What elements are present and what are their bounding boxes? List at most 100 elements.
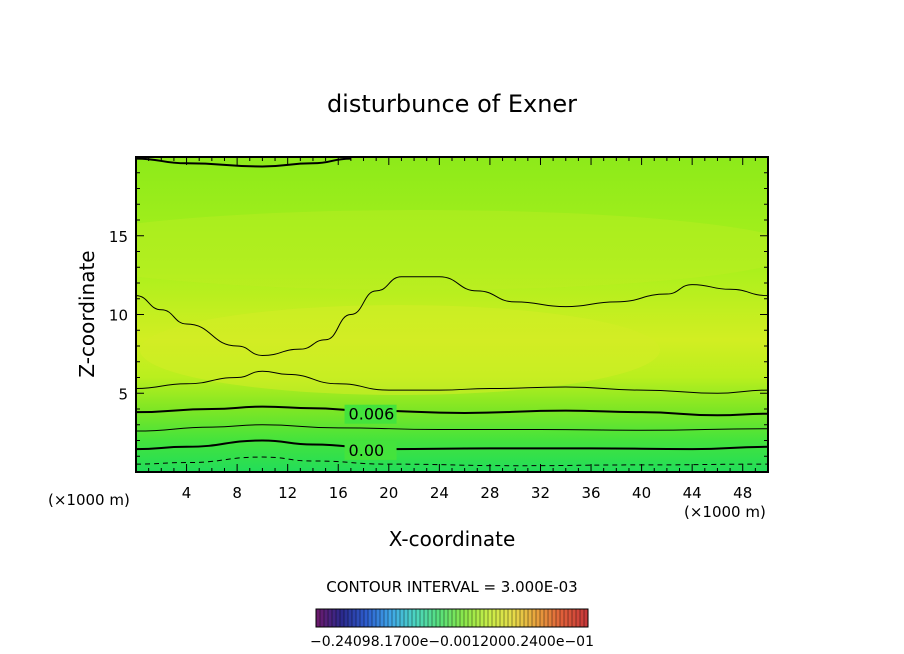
colorbar-cell (348, 609, 352, 627)
colorbar-cell (500, 609, 504, 627)
colorbar-cell (376, 609, 380, 627)
x-axis-label: X-coordinate (389, 527, 516, 551)
contour-line (136, 370, 768, 394)
colorbar-cell (316, 609, 320, 627)
colorbar-cell (540, 609, 544, 627)
y-axis-label: Z-coordinate (75, 250, 99, 377)
colorbar-cell (572, 609, 576, 627)
colorbar-cell (468, 609, 472, 627)
colorbar-cell (408, 609, 412, 627)
colorbar-cell (404, 609, 408, 627)
x-tick-label: 48 (733, 484, 752, 502)
colorbar-cell (452, 609, 456, 627)
contour-line (136, 439, 768, 451)
colorbar-cell (472, 609, 476, 627)
colorbar-cell (552, 609, 556, 627)
colorbar-cell (456, 609, 460, 627)
colorbar-cell (544, 609, 548, 627)
colorbar-cell (560, 609, 564, 627)
colorbar-cell (356, 609, 360, 627)
colorbar-cell (332, 609, 336, 627)
colorbar-cell (448, 609, 452, 627)
x-tick-label: 36 (581, 484, 600, 502)
colorbar-cell (372, 609, 376, 627)
colorbar-cell (504, 609, 508, 627)
colorbar-cell (580, 609, 584, 627)
colorbar-cell (416, 609, 420, 627)
colorbar-cell (532, 609, 536, 627)
x-tick-label: 20 (379, 484, 398, 502)
colorbar-cell (396, 609, 400, 627)
colorbar-cell (344, 609, 348, 627)
y-tick-label: 5 (118, 385, 128, 403)
contour-label-bg (344, 404, 397, 424)
contour-line (136, 424, 768, 432)
x-tick-label: 4 (182, 484, 192, 502)
x-axis-ticks: 4 8 12 16 20 24 28 32 36 40 44 48 (148, 157, 756, 502)
x-tick-label: 28 (480, 484, 499, 502)
contour-interval: CONTOUR INTERVAL = 3.000E-03 (326, 578, 577, 596)
colorbar-cell (484, 609, 488, 627)
colorbar-cell (364, 609, 368, 627)
colorbar-cell (440, 609, 444, 627)
contour-line (136, 405, 768, 417)
x-tick-label: 16 (329, 484, 348, 502)
colorbar-cell (400, 609, 404, 627)
colorbar-cell (480, 609, 484, 627)
contour-label: 0.006 (349, 405, 395, 424)
colorbar-cell (512, 609, 516, 627)
colorbar-cell (360, 609, 364, 627)
x-tick-label: 8 (232, 484, 242, 502)
x-tick-label: 12 (278, 484, 297, 502)
colorbar-cell (524, 609, 528, 627)
colorbar-cell (420, 609, 424, 627)
colorbar-cell (412, 609, 416, 627)
x-axis-unit-left: (×1000 m) (48, 491, 130, 509)
y-tick-label: 15 (109, 228, 128, 246)
colorbar-cell (388, 609, 392, 627)
field-band-upper (136, 210, 768, 290)
colorbar-cell (336, 609, 340, 627)
colorbar-cell (516, 609, 520, 627)
contour-label: 0.00 (349, 441, 385, 460)
colorbar (315, 609, 588, 627)
colorbar-cell (320, 609, 324, 627)
colorbar-cell (556, 609, 560, 627)
colorbar-cell (536, 609, 540, 627)
colorbar-cell (464, 609, 468, 627)
x-tick-label: 32 (531, 484, 550, 502)
colorbar-cell (460, 609, 464, 627)
colorbar-cell (384, 609, 388, 627)
colorbar-frame (315, 608, 589, 628)
colorbar-cell (392, 609, 396, 627)
colorbar-cell (476, 609, 480, 627)
colorbar-cell (324, 609, 328, 627)
contour-labels: 0.006 0.00 (344, 404, 397, 460)
x-tick-label: 24 (430, 484, 449, 502)
colorbar-cell (496, 609, 500, 627)
colorbar-cell (548, 609, 552, 627)
colorbar-cell (340, 609, 344, 627)
colorbar-cell (328, 609, 332, 627)
colorbar-cell (424, 609, 428, 627)
colorbar-cell (444, 609, 448, 627)
colorbar-cell (576, 609, 580, 627)
colorbar-cell (492, 609, 496, 627)
chart-title: disturbunce of Exner (327, 90, 577, 118)
contour-label-bg (344, 440, 397, 460)
y-axis-ticks: 5 10 15 (109, 172, 768, 457)
colorbar-cell (488, 609, 492, 627)
field-core (140, 305, 660, 395)
x-axis-unit-right: (×1000 m) (684, 503, 766, 521)
colorbar-cell (428, 609, 432, 627)
colorbar-cell (508, 609, 512, 627)
colorbar-cell (380, 609, 384, 627)
x-tick-label: 44 (683, 484, 702, 502)
contour-line (136, 276, 768, 356)
colorbar-labels: −0.24098.1700e−0.0012000.2400e−01 (310, 634, 594, 650)
colorbar-cell (528, 609, 532, 627)
contour-line (136, 157, 351, 168)
colorbar-cell (352, 609, 356, 627)
colorbar-cell (584, 609, 588, 627)
